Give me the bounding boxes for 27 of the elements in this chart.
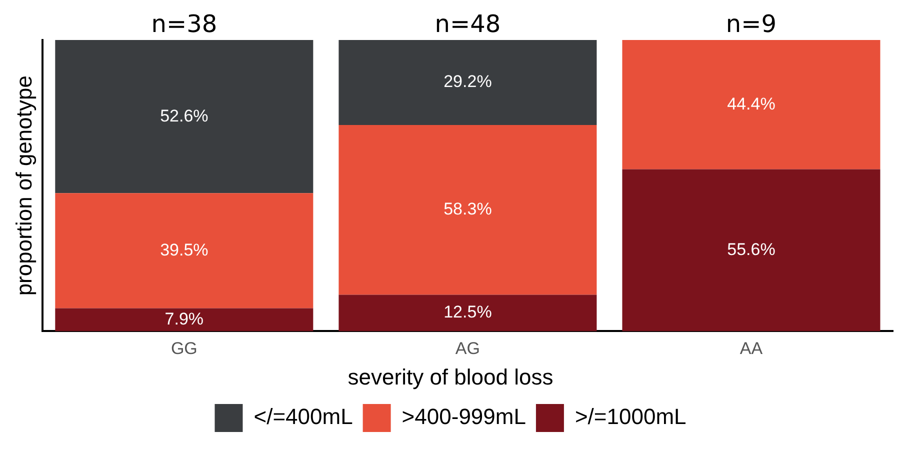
data-label: 52.6% [160,106,208,126]
annotation: n=48 [434,10,501,38]
data-label: 44.4% [727,94,776,114]
data-label: 12.5% [444,302,492,322]
bar [55,308,314,332]
bar [338,40,597,126]
annotation: n=9 [726,10,777,38]
bar [338,125,597,295]
legend-label: >400-999mL [402,404,526,430]
annotation: n=38 [151,10,218,38]
bar [622,169,880,332]
data-label: 7.9% [164,309,204,328]
bar [338,294,597,332]
bar [55,40,314,194]
legend-label: >/=1000mL [574,404,686,430]
x-tick-label: AG [455,339,480,358]
legend-label: </=400mL [254,404,353,430]
data-label: 55.6% [727,240,776,259]
x-tick-label: AA [740,339,764,358]
legend-title: severity of blood loss [348,364,554,390]
data-label: 39.5% [160,240,208,260]
data-label: 29.2% [444,72,492,92]
y-axis-title: proportion of genotype [11,76,36,296]
bar [55,193,314,308]
bar [622,40,880,170]
x-tick-label: GG [170,339,198,358]
data-label: 58.3% [444,200,492,219]
